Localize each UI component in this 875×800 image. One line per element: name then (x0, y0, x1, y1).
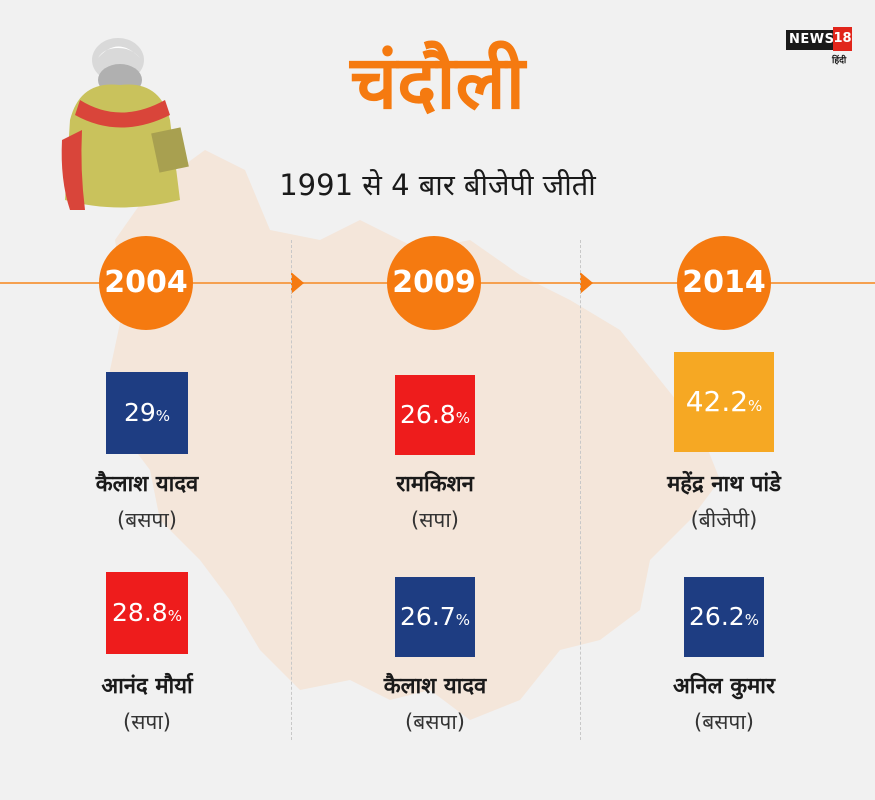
percent-sign: % (455, 409, 470, 427)
candidate-party: (बसपा) (117, 508, 177, 532)
candidate-name: कैलाश यादव (95, 472, 199, 497)
vote-share-box: 26.7% (395, 577, 475, 657)
vote-share-value: 28.8 (112, 598, 168, 627)
logo-brand: NEWS (786, 30, 838, 50)
vote-share-box: 26.2% (684, 577, 764, 657)
candidate-name: अनिल कुमार (672, 674, 776, 699)
page-title: चंदौली (350, 40, 525, 126)
candidate-party: (बसपा) (405, 710, 465, 734)
vote-share-value: 42.2 (685, 385, 749, 418)
percent-sign: % (744, 611, 759, 629)
year-badge-2009: 2009 (387, 236, 481, 330)
candidate-name: महेंद्र नाथ पांडे (667, 472, 781, 497)
percent-sign: % (748, 397, 763, 415)
candidate-party: (बसपा) (694, 710, 754, 734)
candidate-party: (बीजेपी) (690, 508, 758, 532)
vote-share-box: 42.2% (674, 352, 774, 452)
vote-share-value: 29 (123, 398, 156, 427)
candidate-name: आनंद मौर्या (101, 674, 193, 699)
candidate-name: रामकिशन (396, 472, 474, 497)
person-with-scarf-icon (61, 38, 189, 210)
vote-share-value: 26.7 (400, 602, 456, 631)
candidate-party: (सपा) (411, 508, 459, 532)
column-divider (291, 240, 292, 740)
arrow-right-icon (291, 272, 304, 294)
percent-sign: % (167, 607, 182, 625)
year-badge-2004: 2004 (99, 236, 193, 330)
percent-sign: % (455, 611, 470, 629)
year-badge-2014: 2014 (677, 236, 771, 330)
vote-share-box: 29% (106, 372, 188, 454)
logo-number: 18 (833, 27, 852, 51)
vote-share-box: 28.8% (106, 572, 188, 654)
logo-subtitle: हिंदी (832, 56, 847, 66)
percent-sign: % (155, 407, 171, 425)
column-divider (580, 240, 581, 740)
candidate-party: (सपा) (123, 710, 171, 734)
vote-share-value: 26.8 (400, 400, 456, 429)
news18-logo: NEWS 18 हिंदी (786, 26, 852, 66)
candidate-name: कैलाश यादव (383, 674, 487, 699)
vote-share-box: 26.8% (395, 375, 475, 455)
page-subtitle: 1991 से 4 बार बीजेपी जीती (279, 168, 596, 202)
vote-share-value: 26.2 (689, 602, 745, 631)
arrow-right-icon (580, 272, 593, 294)
